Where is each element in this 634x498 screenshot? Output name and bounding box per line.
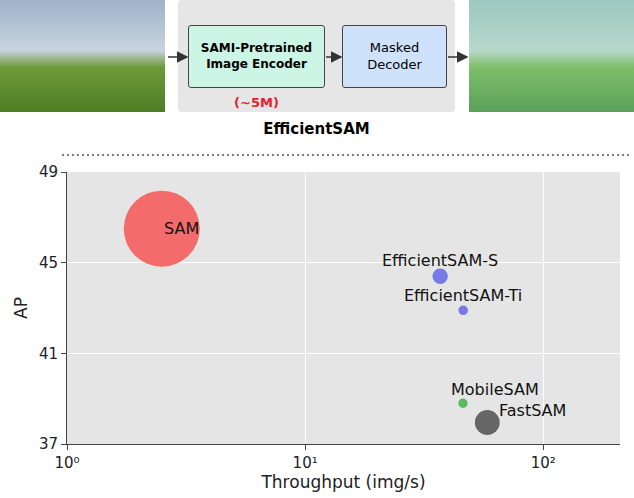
html-text:SAMI-Pretrained Image Encoder: SAMI-Pretrained Image Encoder bbox=[200, 40, 313, 71]
svg-text:EfficientSAM-Ti: EfficientSAM-Ti bbox=[404, 286, 522, 305]
html-text:Masked Decoder: Masked Decoder bbox=[367, 39, 422, 72]
svg-text:FastSAM: FastSAM bbox=[499, 401, 566, 420]
svg-text:Throughput (img/s): Throughput (img/s) bbox=[260, 472, 425, 492]
svg-text:45: 45 bbox=[39, 254, 58, 272]
svg-text:EfficientSAM-S: EfficientSAM-S bbox=[382, 251, 498, 270]
svg-text:10¹: 10¹ bbox=[293, 454, 318, 472]
svg-text:SAM: SAM bbox=[164, 219, 199, 238]
svg-text:MobileSAM: MobileSAM bbox=[451, 380, 539, 399]
html-text:(~5M): (~5M) bbox=[234, 95, 279, 110]
svg-text:AP: AP bbox=[11, 297, 31, 319]
svg-text:10²: 10² bbox=[531, 454, 556, 472]
svg-text:10⁰: 10⁰ bbox=[54, 454, 79, 472]
svg-text:49: 49 bbox=[39, 163, 58, 181]
html-text:EfficientSAM: EfficientSAM bbox=[263, 120, 370, 138]
svg-text:41: 41 bbox=[39, 345, 58, 363]
svg-text:37: 37 bbox=[39, 435, 58, 453]
